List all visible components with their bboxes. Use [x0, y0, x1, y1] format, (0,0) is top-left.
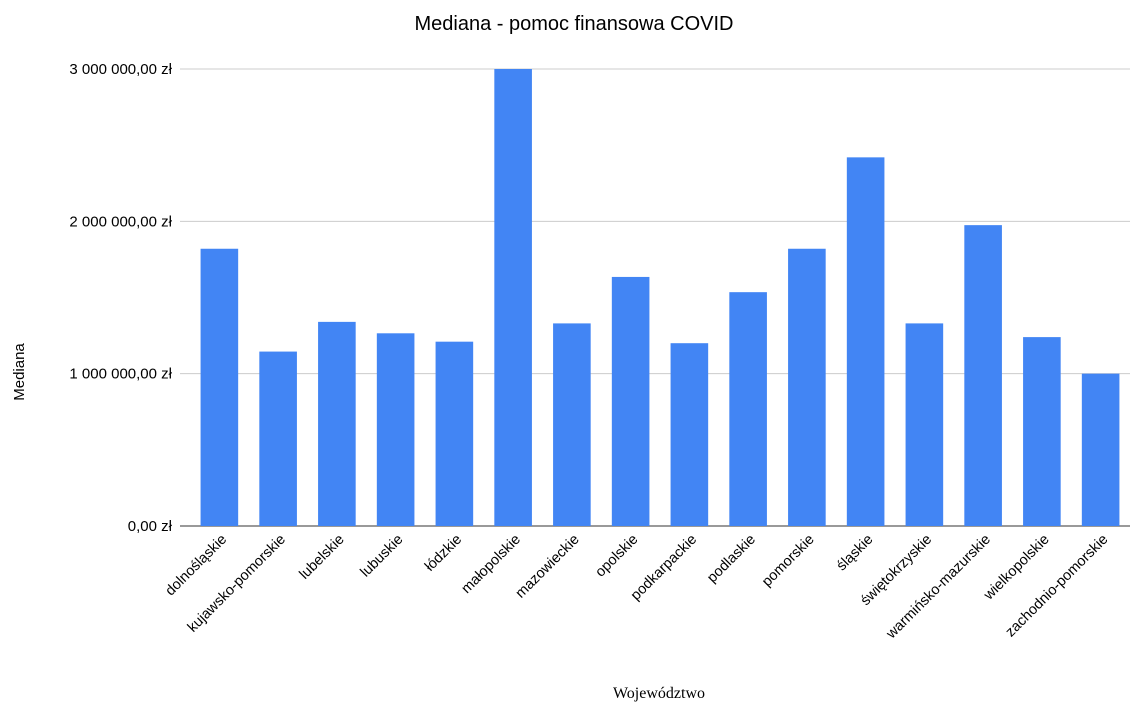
y-axis-title: Mediana — [11, 343, 28, 401]
x-tick-label: zachodnio-pomorskie — [1003, 532, 1112, 641]
bar — [318, 321, 356, 526]
bar — [788, 248, 826, 526]
bar — [611, 276, 650, 526]
x-tick-label: pomorskie — [759, 532, 818, 591]
y-tick-label: 1 000 000,00 zł — [69, 366, 172, 383]
bar — [200, 248, 239, 526]
bar — [729, 292, 767, 526]
x-tick-label: opolskie — [593, 532, 642, 581]
bar — [553, 323, 591, 526]
bar — [259, 351, 297, 526]
x-tick-label: śląskie — [834, 532, 877, 575]
bar — [494, 69, 532, 526]
bar — [964, 225, 1002, 526]
bar — [846, 157, 885, 526]
x-tick-label: lubuskie — [358, 532, 407, 581]
x-tick-label: warmińsko-mazurskie — [883, 532, 994, 643]
y-tick-label: 3 000 000,00 zł — [69, 61, 172, 78]
x-tick-label: lubelskie — [296, 532, 347, 583]
y-tick-label: 0,00 zł — [128, 518, 173, 535]
y-axis-ticks: 0,00 zł 1 000 000,00 zł 2 000 000,00 zł 3 0… — [69, 61, 172, 535]
x-tick-label: małopolskie — [458, 532, 523, 597]
x-tick-label: podlaskie — [704, 532, 759, 587]
chart-title: Mediana - pomoc finansowa COVID — [414, 13, 733, 35]
bar — [905, 323, 944, 526]
bar — [670, 343, 709, 526]
x-tick-label: mazowieckie — [513, 532, 583, 602]
x-tick-label: kujawsko-pomorskie — [185, 532, 289, 636]
y-tick-label: 2 000 000,00 zł — [69, 213, 172, 230]
bar — [1023, 337, 1061, 526]
x-axis-title: Województwo — [613, 685, 705, 702]
bar — [376, 333, 415, 526]
x-tick-label: łódzkie — [422, 532, 465, 575]
bar — [1081, 373, 1120, 526]
bars — [200, 69, 1120, 526]
bar — [435, 341, 474, 526]
